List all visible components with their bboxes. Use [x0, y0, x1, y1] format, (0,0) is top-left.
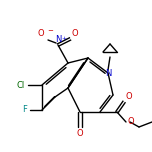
Text: O: O — [77, 129, 83, 138]
Text: −: − — [47, 28, 53, 34]
Text: O: O — [127, 117, 134, 126]
Text: O: O — [37, 29, 44, 38]
Text: F: F — [22, 105, 27, 114]
Text: O: O — [125, 92, 132, 101]
Text: N: N — [105, 69, 111, 78]
Text: O: O — [71, 29, 78, 38]
Text: +: + — [61, 36, 66, 41]
Text: N: N — [55, 35, 61, 44]
Text: Cl: Cl — [17, 81, 25, 90]
